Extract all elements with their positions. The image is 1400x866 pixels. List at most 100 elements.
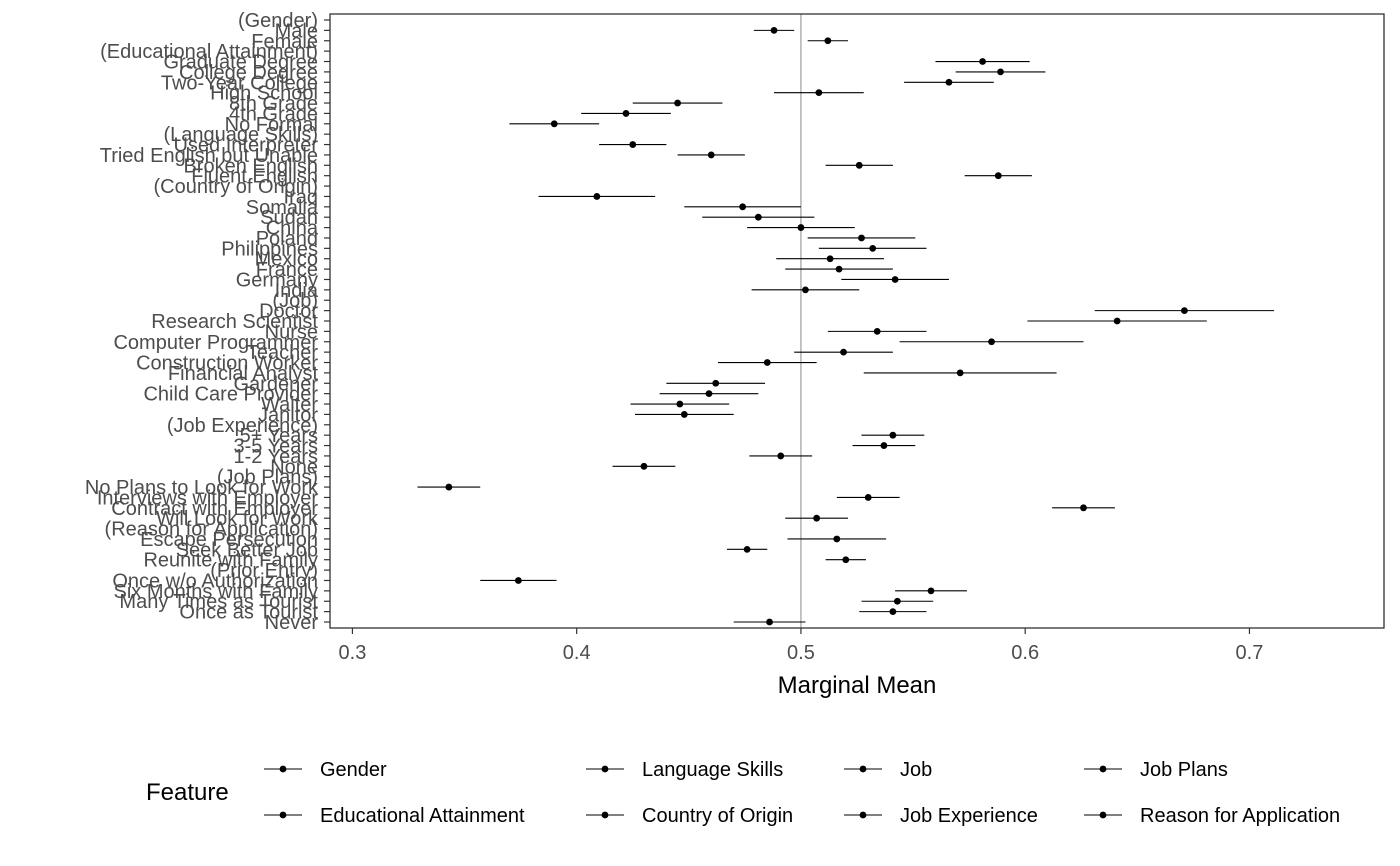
estimate-marker: [869, 244, 877, 252]
y-tick-label: 5+ Years: [240, 425, 318, 447]
estimate-point: [825, 556, 866, 564]
y-tick-label: (Prior Entry): [210, 560, 318, 582]
y-tick-label: Financial Analyst: [168, 363, 319, 385]
legend-label: Job: [900, 759, 932, 781]
estimate-marker: [629, 141, 637, 148]
estimate-point: [666, 379, 766, 387]
estimate-point: [417, 483, 481, 491]
estimate-point: [863, 369, 1057, 377]
estimate-point: [717, 359, 817, 366]
y-tick-label: Six Months with Family: [114, 581, 319, 603]
estimate-marker: [945, 78, 953, 86]
estimate-marker: [705, 390, 713, 398]
legend: Gender Educational Attainment Language Ski…: [264, 759, 1340, 827]
x-tick-label: 0.7: [1236, 642, 1264, 664]
estimate-point: [612, 462, 676, 470]
estimate-marker: [739, 203, 747, 211]
estimate-point: [684, 203, 801, 211]
estimate-marker: [593, 193, 601, 200]
y-tick-label: Escape Persecution: [140, 529, 318, 551]
estimate-point: [785, 265, 893, 273]
estimate-point: [538, 193, 656, 200]
estimate-marker: [855, 161, 863, 169]
legend-entry: Language Skills: [586, 759, 783, 781]
estimate-point: [807, 234, 916, 242]
estimate-marker: [893, 597, 901, 605]
estimate-point: [749, 452, 813, 460]
y-tick-label: Iraq: [284, 186, 318, 208]
y-tick-label: Computer Programmer: [113, 332, 318, 354]
legend-label: Language Skills: [642, 759, 783, 781]
y-tick-label: Mexico: [255, 249, 318, 271]
estimate-point: [632, 99, 723, 107]
estimate-point: [787, 535, 887, 543]
estimate-marker: [763, 359, 771, 366]
y-tick-label: 1-2 Years: [233, 446, 318, 468]
legend-key-marker: [859, 765, 867, 773]
estimate-marker: [833, 535, 841, 543]
y-tick-label: Male: [275, 20, 318, 42]
estimate-point: [861, 597, 934, 605]
estimate-marker: [880, 442, 888, 449]
y-tick-label: France: [256, 259, 318, 281]
y-tick-label: 4th Grade: [229, 103, 318, 125]
estimate-marker: [842, 556, 850, 564]
estimate-point: [955, 68, 1046, 76]
estimate-marker: [1113, 317, 1121, 325]
estimate-marker: [997, 68, 1004, 76]
y-tick-label: Research Scientist: [151, 311, 318, 333]
y-tick-label: Graduate Degree: [163, 52, 318, 74]
y-tick-label: Many Times as Tourist: [119, 591, 318, 613]
legend-label: Gender: [320, 759, 387, 781]
x-tick-label: 0.5: [787, 642, 815, 664]
estimate-marker: [994, 172, 1002, 180]
y-tick-label: College Degree: [179, 62, 318, 84]
estimate-point: [509, 120, 600, 128]
estimate-point: [841, 276, 949, 283]
estimate-marker: [777, 452, 785, 460]
x-axis-title: Marginal Mean: [778, 672, 937, 699]
estimate-marker: [864, 494, 872, 501]
y-tick-label: No Formal: [225, 114, 318, 136]
y-tick-label: Reunite with Family: [143, 550, 318, 572]
estimate-point: [935, 58, 1030, 65]
legend-entry: Job Plans: [1084, 759, 1228, 781]
estimate-marker: [826, 255, 834, 263]
y-tick-label: No Plans to Look for Work: [85, 477, 319, 499]
x-tick-label: 0.4: [563, 642, 591, 664]
y-tick-label: 8th Grade: [229, 93, 318, 115]
estimate-marker: [514, 577, 522, 584]
y-tick-label: Contract with Employer: [111, 498, 318, 520]
estimate-point: [861, 431, 925, 439]
y-tick-label: Janitor: [258, 404, 318, 426]
plot-panel-border: [329, 13, 1385, 629]
y-tick-label: High School: [210, 83, 318, 105]
y-tick-label: Interviews with Employer: [97, 487, 319, 509]
y-tick-label: Waiter: [261, 394, 318, 416]
y-tick-label: Broken English: [183, 155, 318, 177]
y-tick-label: Construction Worker: [136, 353, 318, 375]
legend-label: Country of Origin: [642, 805, 793, 827]
estimate-point: [726, 545, 768, 553]
y-tick-label: Somalia: [246, 197, 319, 219]
legend-key-marker: [1099, 811, 1107, 819]
estimate-marker: [824, 37, 832, 45]
estimate-marker: [707, 151, 715, 159]
estimate-marker: [956, 369, 964, 377]
estimate-point: [581, 110, 671, 117]
estimate-marker: [622, 110, 630, 117]
legend-key-marker: [601, 811, 609, 819]
estimate-marker: [873, 327, 881, 335]
estimate-point: [794, 348, 893, 356]
estimate-point: [774, 89, 864, 97]
y-tick-label: Tried English but Unable: [100, 145, 318, 167]
y-tick-label: (Job): [272, 290, 318, 312]
estimate-point: [895, 587, 967, 595]
legend-entry: Country of Origin: [586, 805, 793, 827]
estimate-marker: [1181, 307, 1188, 315]
y-tick-label: None: [270, 456, 318, 478]
estimate-point: [904, 78, 994, 86]
estimate-point: [807, 37, 849, 45]
legend-entry: Job Experience: [844, 805, 1038, 827]
estimate-marker: [797, 224, 805, 231]
